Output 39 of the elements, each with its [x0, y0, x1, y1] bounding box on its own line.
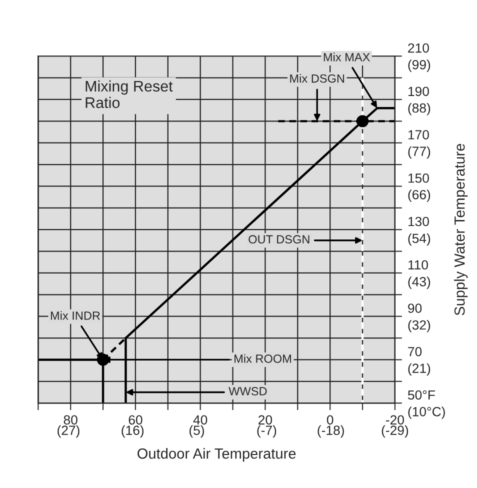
y2-tick-label: (32)	[408, 320, 430, 332]
x-tick-label: 80	[64, 415, 78, 425]
y-tick-label: 210	[408, 43, 429, 53]
x-axis-title: Outdoor Air Temperature	[138, 448, 296, 462]
x2-tick-label: (-29)	[382, 425, 408, 438]
y2-tick-label: (77)	[408, 146, 430, 159]
x-tick-label: 0	[326, 415, 334, 425]
annotation: Mix ROOM	[234, 354, 291, 363]
x-tick-label: 60	[128, 415, 142, 425]
x2-tick-label: (5)	[189, 425, 204, 438]
y2-tick-label: (43)	[408, 276, 430, 289]
annotation: Mix DSGN	[290, 74, 344, 83]
annotation: OUT DSGN	[248, 235, 310, 244]
annotation: Mixing Reset Ratio	[86, 80, 173, 108]
annotation: Mix MAX	[324, 52, 370, 62]
x2-tick-label: (16)	[122, 425, 144, 438]
y2-tick-label: (10°C)	[408, 406, 445, 419]
y2-axis-title: Supply Water Temperature	[454, 144, 468, 316]
annotation: WWSD	[228, 387, 267, 396]
y2-tick-label: (88)	[408, 102, 430, 116]
y2-tick-label: (54)	[408, 233, 430, 246]
y-tick-label: 170	[408, 130, 429, 140]
y-tick-label: 150	[408, 173, 429, 183]
y-tick-label: 110	[408, 260, 428, 270]
y-tick-label: 190	[408, 86, 429, 96]
y2-tick-label: (99)	[408, 60, 430, 72]
y-tick-label: 70	[408, 346, 422, 356]
y-tick-label: 130	[408, 216, 429, 226]
y2-tick-label: (21)	[408, 363, 430, 376]
annotation: Mix INDR	[50, 311, 100, 320]
y-tick-label: 90	[408, 304, 422, 313]
x-tick-label: -20	[386, 415, 404, 425]
x2-tick-label: (27)	[58, 425, 80, 438]
x2-tick-label: (-18)	[318, 425, 344, 438]
y2-tick-label: (66)	[408, 190, 430, 202]
x2-tick-label: (-7)	[257, 425, 276, 438]
x-tick-label: 40	[193, 415, 208, 425]
x-tick-label: 20	[258, 415, 272, 425]
y-tick-label: 50°F	[408, 390, 435, 400]
